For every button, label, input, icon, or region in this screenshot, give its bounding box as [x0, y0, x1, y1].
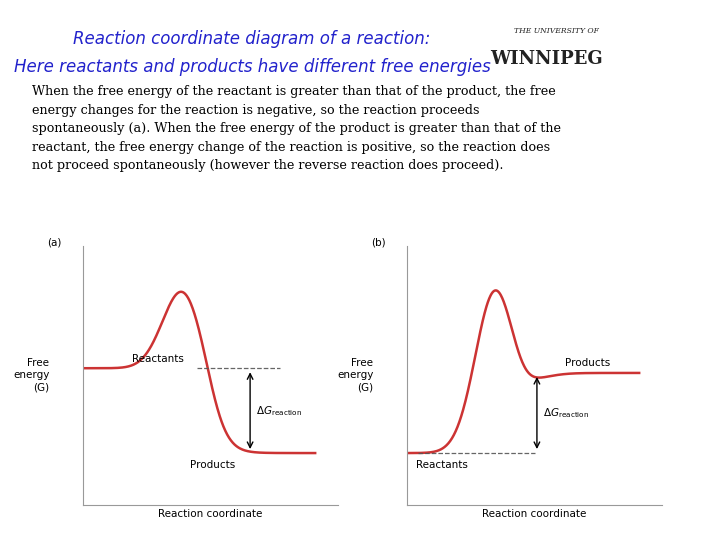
- Y-axis label: Free
energy
(G): Free energy (G): [337, 358, 374, 393]
- Y-axis label: Free
energy
(G): Free energy (G): [13, 358, 50, 393]
- Text: WINNIPEG: WINNIPEG: [490, 50, 603, 69]
- Text: Here reactants and products have different free energies: Here reactants and products have differe…: [14, 58, 490, 77]
- Text: THE UNIVERSITY OF: THE UNIVERSITY OF: [514, 27, 599, 35]
- Text: (a): (a): [47, 238, 61, 248]
- Text: Reactants: Reactants: [132, 354, 184, 364]
- Text: Reactants: Reactants: [415, 461, 467, 470]
- Text: When the free energy of the reactant is greater than that of the product, the fr: When the free energy of the reactant is …: [32, 85, 561, 172]
- Text: $\Delta G_{\rm reaction}$: $\Delta G_{\rm reaction}$: [543, 406, 589, 420]
- Text: Products: Products: [565, 358, 611, 368]
- Text: Reaction coordinate diagram of a reaction:: Reaction coordinate diagram of a reactio…: [73, 30, 431, 49]
- Text: (b): (b): [371, 238, 386, 248]
- X-axis label: Reaction coordinate: Reaction coordinate: [482, 509, 587, 519]
- X-axis label: Reaction coordinate: Reaction coordinate: [158, 509, 263, 519]
- Text: $\Delta G_{\rm reaction}$: $\Delta G_{\rm reaction}$: [256, 404, 302, 417]
- Text: Products: Products: [190, 461, 235, 470]
